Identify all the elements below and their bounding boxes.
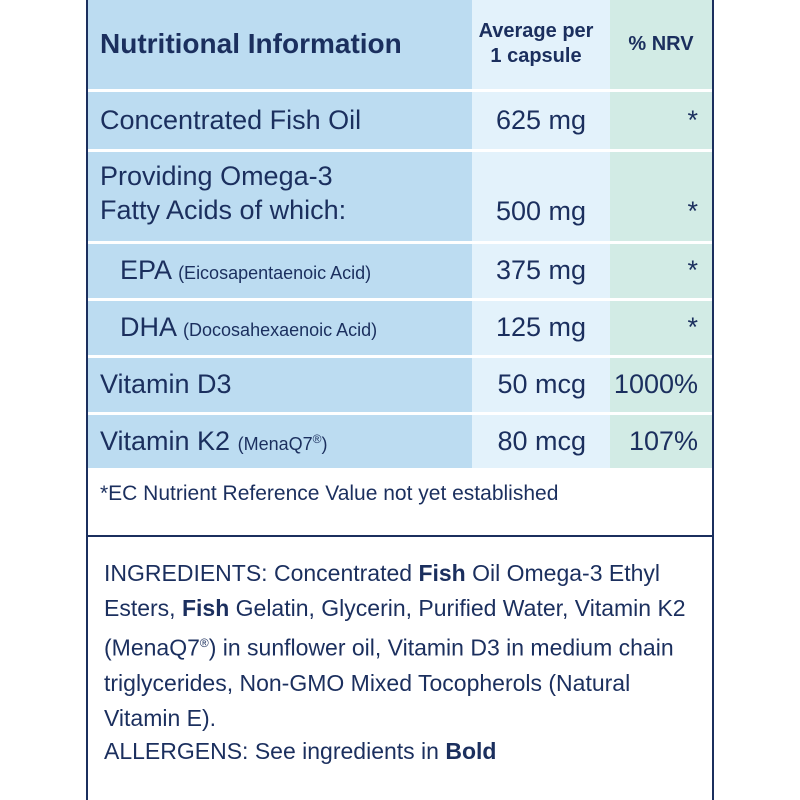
allergens-text: ALLERGENS: See ingredients in Bold	[104, 738, 496, 765]
row-name-detail: (Docosahexaenoic Acid)	[183, 320, 378, 340]
registered-mark: ®	[312, 431, 322, 446]
row-amount: 80 mcg	[472, 413, 610, 468]
nutrition-label-panel: Nutritional Information Average per 1 ca…	[86, 0, 714, 800]
row-name: EPA (Eicosapentaenoic Acid)	[88, 242, 472, 301]
row-name: Concentrated Fish Oil	[88, 90, 472, 152]
row-nrv: *	[610, 299, 712, 358]
table-row: DHA (Docosahexaenoic Acid) 125 mg *	[88, 299, 712, 358]
row-nrv: *	[610, 90, 712, 152]
row-amount: 125 mg	[472, 299, 610, 358]
ingredients-text: INGREDIENTS: Concentrated Fish Oil Omega…	[104, 556, 704, 736]
registered-mark: ®	[199, 636, 209, 650]
ingredients-part: Oil Omega-3 Ethyl Esters,	[104, 560, 661, 621]
row-nrv: 107%	[610, 413, 712, 468]
ingredients-part: Gelatin, Glycerin, Purified Water, Vitam…	[104, 595, 686, 661]
table-row: EPA (Eicosapentaenoic Acid) 375 mg *	[88, 242, 712, 301]
table-row: Vitamin D3 50 mcg 1000%	[88, 356, 712, 415]
table-title: Nutritional Information	[88, 0, 472, 92]
row-name-line1: Providing Omega-3	[100, 160, 333, 191]
row-name: Providing Omega-3 Fatty Acids of which:	[88, 150, 472, 244]
ingredients-part: INGREDIENTS: Concentrated	[104, 560, 419, 586]
row-name-line2: Fatty Acids of which:	[100, 194, 347, 225]
table-header-row: Nutritional Information Average per 1 ca…	[88, 0, 712, 92]
row-name-main: EPA	[120, 255, 171, 285]
row-name-detail: (Eicosapentaenoic Acid)	[178, 263, 372, 283]
ingredients-part: ) in sunflower oil, Vitamin D3 in medium…	[104, 634, 674, 731]
row-amount: 375 mg	[472, 242, 610, 301]
row-nrv: 1000%	[610, 356, 712, 415]
row-name: Vitamin D3	[88, 356, 472, 415]
per-capsule-header: Average per 1 capsule	[472, 0, 610, 92]
allergens-label: ALLERGENS: See ingredients in	[104, 738, 446, 764]
per-capsule-header-line2: 1 capsule	[490, 45, 582, 68]
section-divider	[88, 535, 712, 537]
row-name-main: DHA	[120, 312, 176, 342]
row-nrv: *	[610, 150, 712, 244]
nrv-footnote: *EC Nutrient Reference Value not yet est…	[100, 482, 559, 505]
row-name-main: Vitamin K2	[100, 425, 231, 456]
row-name: DHA (Docosahexaenoic Acid)	[88, 299, 472, 358]
row-amount: 50 mcg	[472, 356, 610, 415]
row-name-detail-end: )	[321, 433, 328, 454]
allergens-bold-word: Bold	[445, 738, 497, 764]
table-row: Vitamin K2 (MenaQ7®) 80 mcg 107%	[88, 413, 712, 468]
row-name-detail-text: (MenaQ7	[237, 433, 313, 454]
row-amount: 625 mg	[472, 90, 610, 152]
nrv-header: % NRV	[610, 0, 712, 92]
row-nrv: *	[610, 242, 712, 301]
per-capsule-header-line1: Average per	[478, 20, 594, 43]
table-row: Providing Omega-3 Fatty Acids of which: …	[88, 150, 712, 244]
row-name-detail: (MenaQ7®)	[237, 431, 328, 454]
allergen-bold: Fish	[181, 595, 230, 621]
nutrition-table: Nutritional Information Average per 1 ca…	[88, 0, 712, 468]
table-row: Concentrated Fish Oil 625 mg *	[88, 90, 712, 152]
row-name: Vitamin K2 (MenaQ7®)	[88, 413, 472, 468]
allergen-bold: Fish	[418, 560, 466, 586]
row-amount: 500 mg	[472, 150, 610, 244]
